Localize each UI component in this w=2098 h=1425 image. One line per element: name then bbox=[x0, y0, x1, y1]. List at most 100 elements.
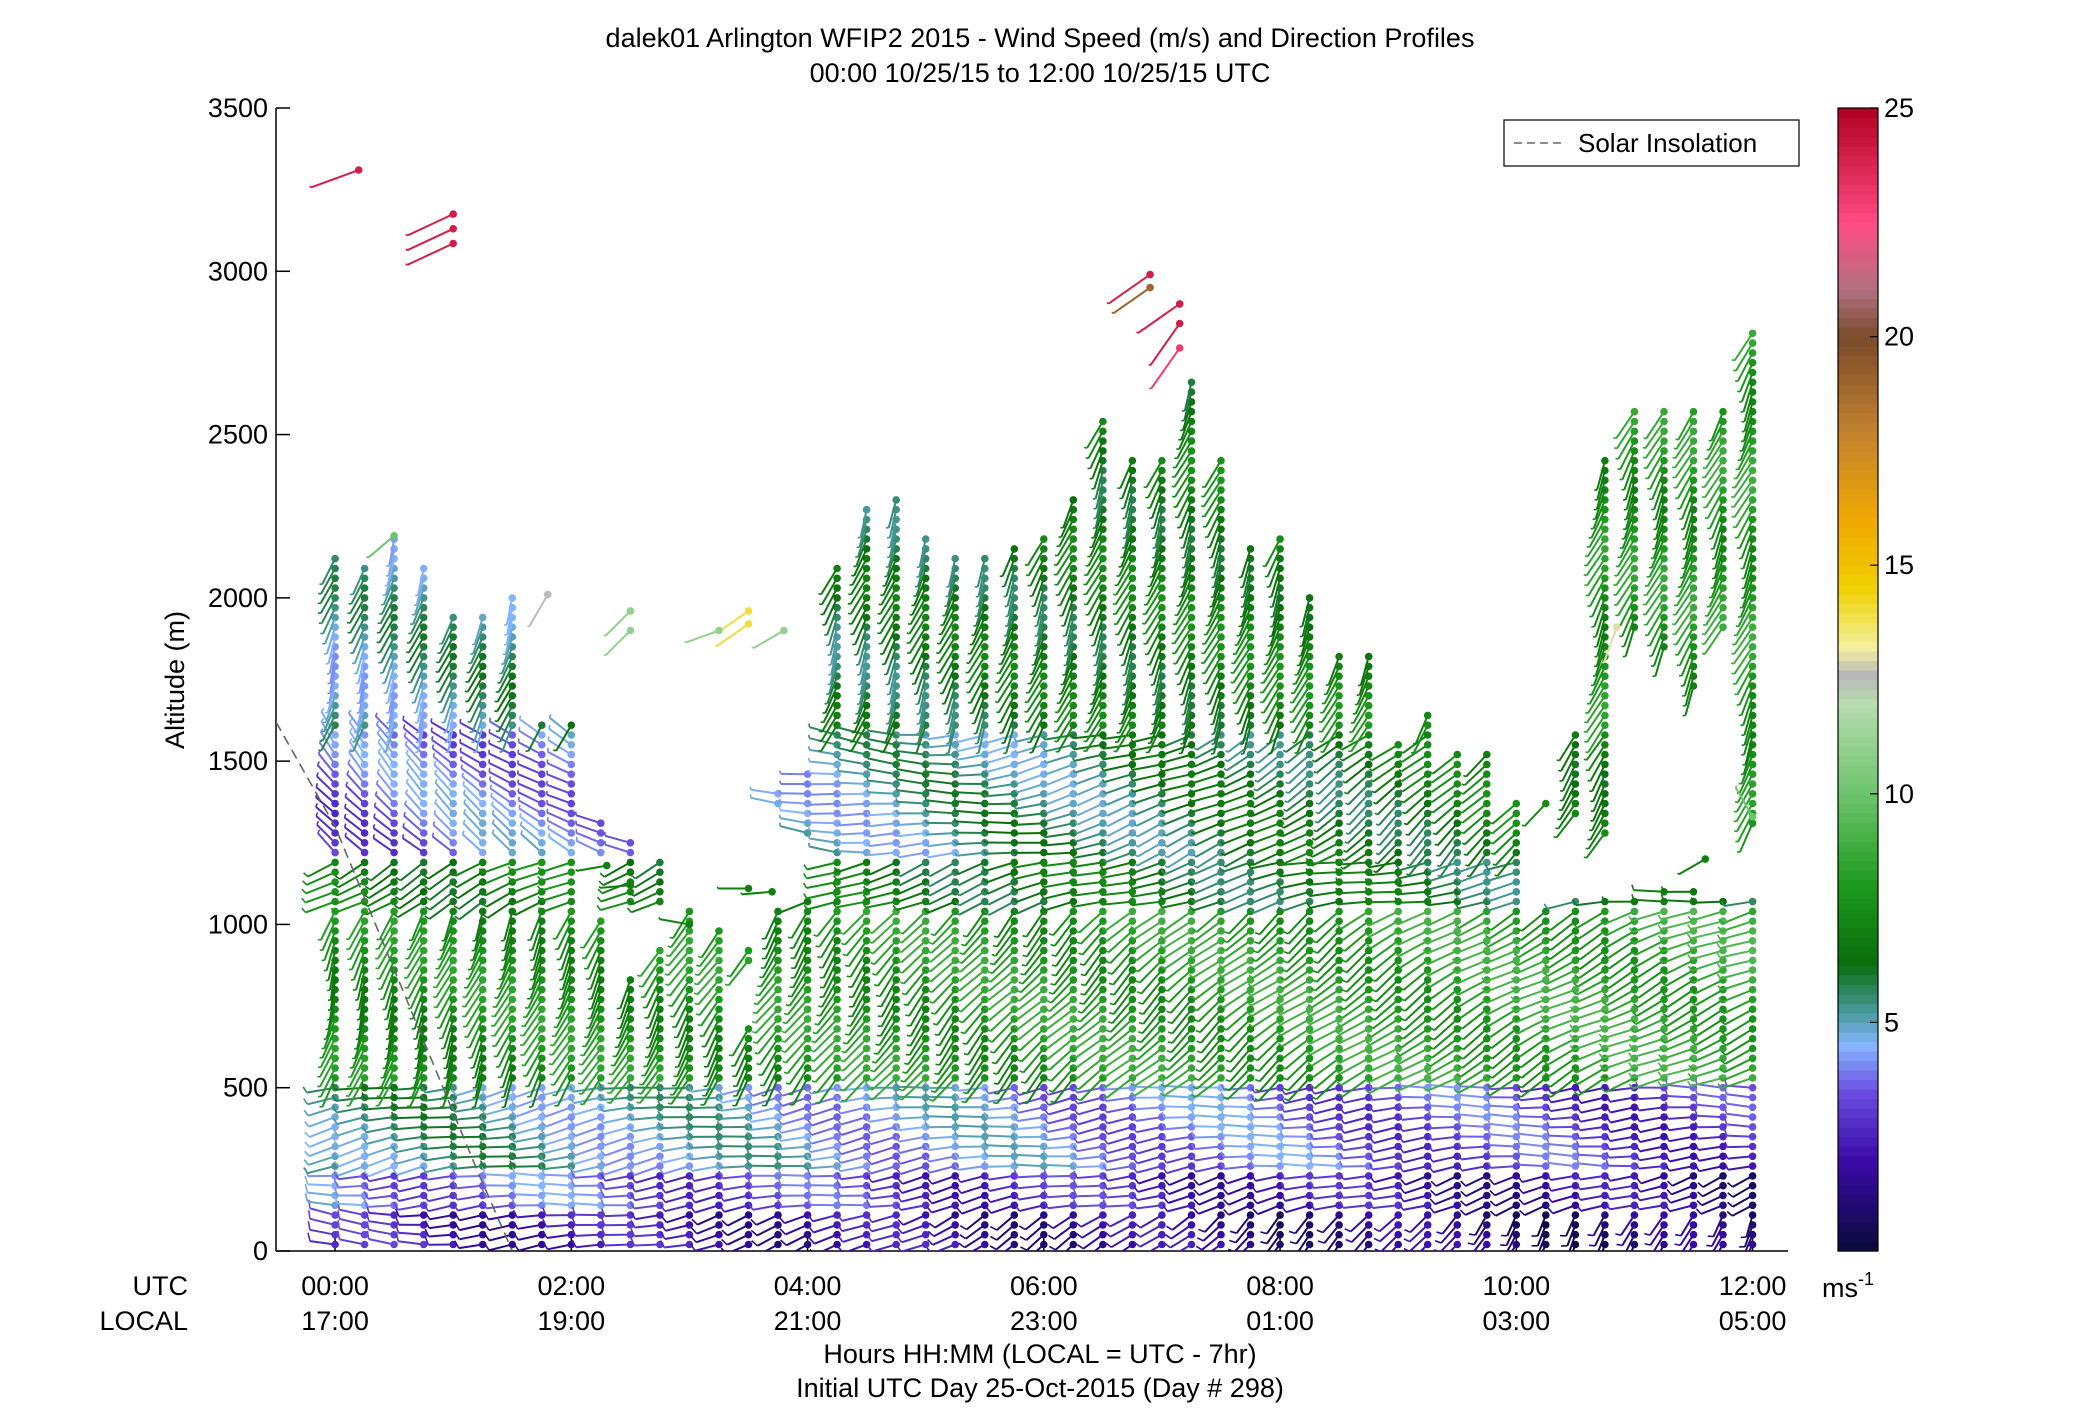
wind-barb bbox=[806, 1168, 841, 1180]
wind-barb bbox=[433, 946, 458, 979]
wind-barb bbox=[747, 1167, 782, 1180]
wind-barb bbox=[1576, 1148, 1609, 1161]
wind-barb bbox=[454, 1211, 487, 1222]
wind-barb bbox=[954, 1162, 989, 1171]
wind-barb bbox=[542, 1240, 576, 1251]
wind-barb bbox=[1073, 1103, 1107, 1116]
wind-barb bbox=[1399, 1162, 1432, 1173]
wind-barb bbox=[1516, 1118, 1550, 1131]
wind-barb bbox=[1724, 1152, 1757, 1161]
wind-barb bbox=[443, 1034, 458, 1070]
wind-barb bbox=[1635, 1201, 1668, 1211]
wind-barb bbox=[483, 1211, 517, 1221]
wind-barb bbox=[376, 729, 398, 759]
wind-barb bbox=[983, 1120, 1019, 1131]
wind-barb bbox=[630, 1228, 664, 1239]
wind-barb-isolated bbox=[1111, 283, 1154, 315]
x-tick-label-utc: 10:00 bbox=[1483, 1271, 1551, 1301]
wind-barb bbox=[659, 1191, 694, 1204]
wind-barb bbox=[408, 652, 428, 684]
colorbar-unit-exponent: -1 bbox=[1858, 1269, 1874, 1289]
wind-barb bbox=[1250, 1103, 1284, 1112]
wind-barb bbox=[491, 1005, 517, 1037]
wind-barb bbox=[333, 1179, 369, 1190]
wind-barb bbox=[481, 1200, 517, 1210]
wind-barb bbox=[363, 1162, 398, 1178]
x-axis-label-line2: Initial UTC Day 25-Oct-2015 (Day # 298) bbox=[796, 1373, 1284, 1403]
wind-barb bbox=[924, 768, 959, 778]
wind-barb bbox=[807, 769, 841, 778]
wind-barb bbox=[1368, 1191, 1402, 1200]
colorbar-cell bbox=[1838, 1060, 1878, 1071]
wind-barb bbox=[424, 888, 458, 911]
wind-barb bbox=[953, 1119, 989, 1131]
colorbar-cell bbox=[1838, 1165, 1878, 1176]
colorbar-cell bbox=[1838, 793, 1878, 804]
wind-barb bbox=[1220, 1162, 1255, 1170]
colorbar-cell bbox=[1838, 584, 1878, 595]
wind-barb bbox=[1131, 1103, 1166, 1112]
wind-barb bbox=[778, 770, 812, 778]
colorbar-cell bbox=[1838, 1022, 1878, 1033]
wind-barb bbox=[1162, 1162, 1196, 1175]
wind-barb bbox=[925, 839, 959, 848]
colorbar-cell bbox=[1838, 803, 1878, 814]
wind-barb bbox=[490, 995, 517, 1027]
wind-barb bbox=[317, 1054, 339, 1088]
wind-barb bbox=[1484, 858, 1521, 871]
wind-barb bbox=[954, 770, 989, 778]
colorbar-cell bbox=[1838, 308, 1878, 319]
wind-barb bbox=[1516, 1158, 1550, 1170]
wind-barb bbox=[465, 946, 487, 980]
wind-barb bbox=[866, 788, 900, 798]
wind-barb bbox=[1636, 1172, 1668, 1185]
wind-barb bbox=[1521, 799, 1550, 827]
wind-barb bbox=[308, 1210, 339, 1229]
wind-barb bbox=[402, 823, 428, 847]
wind-barb bbox=[1398, 1091, 1432, 1102]
wind-barb bbox=[689, 1201, 723, 1214]
wind-barb bbox=[1043, 1201, 1078, 1210]
wind-barb bbox=[1665, 1142, 1698, 1153]
wind-barb bbox=[1103, 1123, 1137, 1135]
wind-barb bbox=[1132, 1201, 1166, 1210]
wind-barb bbox=[805, 1162, 841, 1170]
wind-barb bbox=[837, 799, 871, 808]
wind-barb bbox=[466, 1015, 487, 1049]
wind-barb bbox=[924, 1110, 959, 1121]
wind-barb bbox=[513, 1240, 546, 1251]
colorbar-cell bbox=[1838, 898, 1878, 909]
wind-barb bbox=[392, 1162, 428, 1176]
wind-barb bbox=[1546, 1172, 1580, 1181]
wind-barb bbox=[376, 613, 398, 644]
wind-barb bbox=[424, 897, 458, 920]
wind-barb bbox=[1576, 1103, 1609, 1114]
colorbar-cell bbox=[1838, 565, 1878, 576]
wind-barb bbox=[658, 1162, 694, 1175]
wind-barb bbox=[837, 1230, 871, 1243]
wind-barb bbox=[836, 1113, 871, 1126]
wind-barb bbox=[807, 1211, 841, 1223]
wind-barb bbox=[630, 1211, 664, 1221]
wind-barb bbox=[348, 1044, 369, 1078]
wind-barb bbox=[452, 1191, 487, 1201]
wind-barb bbox=[1161, 1100, 1196, 1112]
wind-barb bbox=[432, 966, 458, 999]
colorbar-tick-label: 20 bbox=[1884, 322, 1914, 352]
wind-barb bbox=[1487, 1139, 1521, 1151]
wind-barb bbox=[837, 767, 871, 778]
colorbar-cell bbox=[1838, 831, 1878, 843]
x-tick-label-local: 21:00 bbox=[774, 1306, 842, 1336]
wind-barb bbox=[453, 888, 487, 910]
wind-barb bbox=[436, 995, 458, 1029]
wind-barb bbox=[983, 1138, 1019, 1151]
wind-barb bbox=[366, 1212, 398, 1229]
wind-barb bbox=[376, 1064, 398, 1098]
wind-barb bbox=[749, 786, 782, 798]
wind-barb bbox=[348, 748, 369, 778]
wind-barb bbox=[866, 799, 900, 808]
wind-barb bbox=[439, 682, 458, 714]
wind-barb bbox=[390, 1111, 428, 1121]
x-tick-label-utc: 04:00 bbox=[774, 1271, 842, 1301]
wind-barb bbox=[599, 1197, 635, 1210]
